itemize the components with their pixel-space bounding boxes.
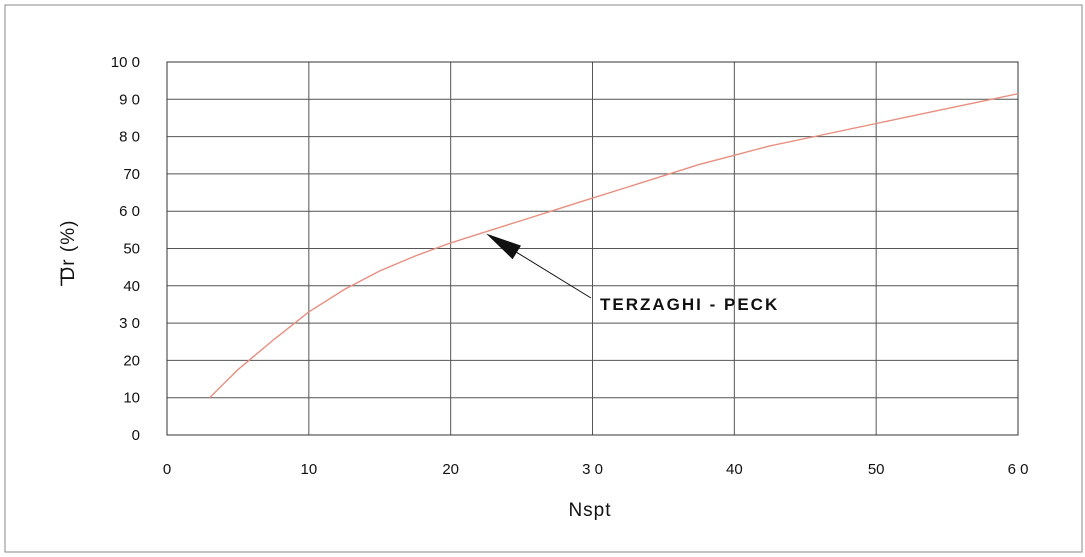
y-tick-label: 10 <box>123 390 140 407</box>
annotation-label: TERZAGHI - PECK <box>600 295 779 314</box>
y-tick-label: 8 0 <box>119 129 140 146</box>
x-tick-label: 3 0 <box>582 461 603 478</box>
y-tick-label: 70 <box>123 166 140 183</box>
annotation-arrow-head <box>486 233 521 260</box>
y-tick-label: 6 0 <box>119 203 140 220</box>
x-tick-label: 20 <box>442 461 459 478</box>
x-tick-label: 0 <box>163 461 171 478</box>
x-tick-label: 10 <box>300 461 317 478</box>
plot-area-border <box>166 61 1019 436</box>
x-tick-label: 50 <box>868 461 885 478</box>
annotation-arrow-shaft <box>516 251 592 299</box>
x-tick-label: 6 0 <box>1008 461 1029 478</box>
y-axis-title-group: Dr (%) <box>58 220 79 281</box>
y-tick-label: 10 0 <box>111 54 140 71</box>
outer-border <box>4 4 1083 553</box>
y-tick-label: 40 <box>123 278 140 295</box>
series-line-terzaghi-peck <box>209 93 1019 399</box>
y-tick-label: 9 0 <box>119 91 140 108</box>
x-tick-label: 40 <box>726 461 743 478</box>
y-axis-title-mark: | <box>59 266 65 287</box>
y-tick-label: 0 <box>132 427 140 444</box>
y-tick-label: 20 <box>123 352 140 369</box>
y-axis-title: Dr (%) <box>58 220 79 281</box>
y-tick-label: 3 0 <box>119 315 140 332</box>
y-tick-label: 50 <box>123 241 140 258</box>
x-axis-title: Nspt <box>568 500 611 521</box>
